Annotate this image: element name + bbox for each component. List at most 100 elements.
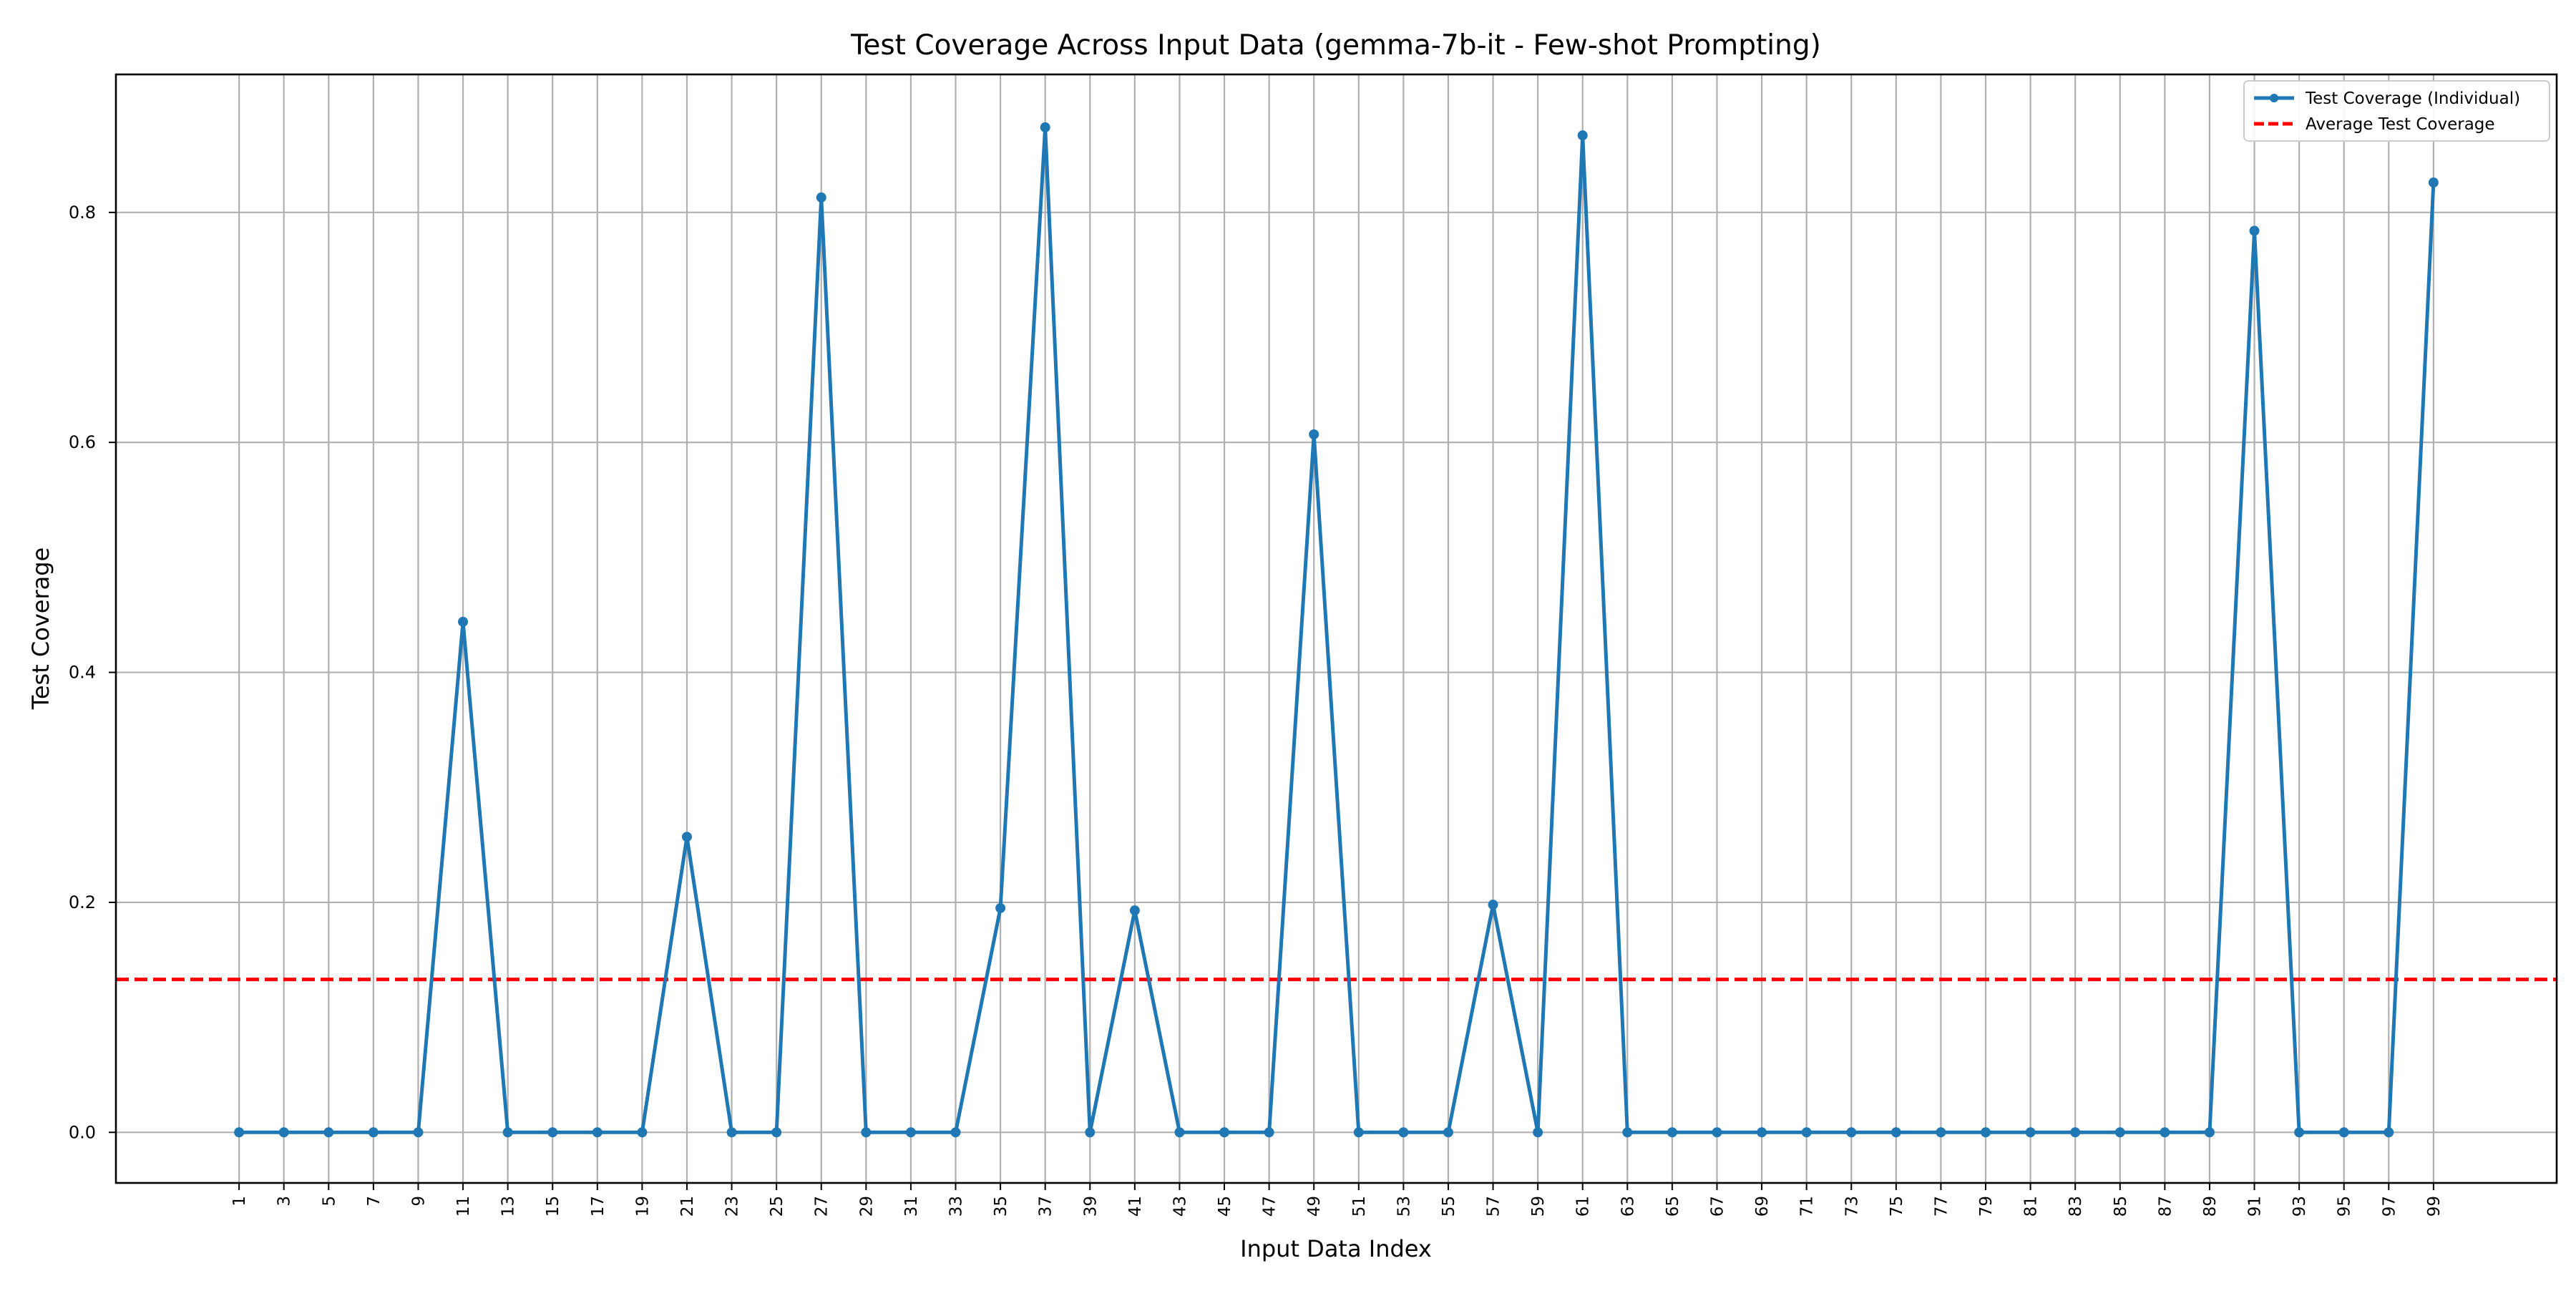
data-point (905, 1127, 916, 1138)
data-point (2249, 225, 2260, 236)
x-tick-label: 17 (589, 1196, 608, 1217)
x-axis-ticks: 1 3 5 7 9 11 13 15 17 19 21 23 25 27 29 31 33 35 37 39 41 43 4… (230, 1183, 2444, 1217)
x-tick-label: 95 (2336, 1196, 2354, 1217)
x-tick-label: 91 (2246, 1196, 2265, 1217)
data-point (681, 832, 692, 842)
x-tick-label: 59 (1529, 1196, 1548, 1217)
data-point (592, 1127, 602, 1138)
y-tick-label: 0.4 (69, 663, 96, 683)
data-point (2294, 1127, 2305, 1138)
data-point (2384, 1127, 2394, 1138)
grid (116, 74, 2557, 1183)
data-point (1846, 1127, 1857, 1138)
x-tick-label: 87 (2156, 1196, 2175, 1217)
data-point (1129, 905, 1140, 916)
data-point (1936, 1127, 1946, 1138)
data-point (1533, 1127, 1543, 1138)
data-point (2160, 1127, 2170, 1138)
x-tick-label: 49 (1305, 1196, 1324, 1217)
data-point (1488, 900, 1498, 910)
x-tick-label: 45 (1216, 1196, 1234, 1217)
x-tick-label: 15 (544, 1196, 562, 1217)
x-tick-label: 71 (1798, 1196, 1817, 1217)
legend-box (2243, 80, 2550, 142)
x-tick-label: 41 (1126, 1196, 1145, 1217)
chart-title: Test Coverage Across Input Data (gemma-7… (850, 29, 1821, 62)
x-tick-label: 65 (1664, 1196, 1682, 1217)
x-tick-label: 13 (499, 1196, 518, 1217)
x-tick-label: 21 (678, 1196, 697, 1217)
data-point (1577, 130, 1588, 141)
x-tick-label: 43 (1171, 1196, 1189, 1217)
x-tick-label: 5 (320, 1196, 338, 1207)
data-point (1309, 429, 1319, 439)
y-axis-label: Test Coverage (27, 547, 54, 711)
data-point (458, 616, 469, 627)
data-point (2025, 1127, 2036, 1138)
x-tick-label: 23 (723, 1196, 742, 1217)
data-point (2114, 1127, 2125, 1138)
x-tick-label: 19 (633, 1196, 652, 1217)
x-tick-label: 29 (857, 1196, 876, 1217)
data-point (502, 1127, 513, 1138)
x-tick-label: 73 (1843, 1196, 1861, 1217)
data-point (1712, 1127, 1722, 1138)
y-tick-label: 0.8 (69, 203, 96, 223)
x-tick-label: 39 (1081, 1196, 1100, 1217)
legend: Test Coverage (Individual) Average Test … (2243, 80, 2550, 142)
x-tick-label: 83 (2067, 1196, 2085, 1217)
x-tick-label: 3 (275, 1196, 294, 1207)
x-tick-label: 89 (2201, 1196, 2220, 1217)
x-tick-label: 11 (454, 1196, 473, 1217)
data-point (995, 902, 1006, 913)
data-point (2070, 1127, 2081, 1138)
data-point (1040, 122, 1050, 132)
data-point (1264, 1127, 1274, 1138)
series-layer (234, 122, 2439, 1138)
data-point (816, 192, 826, 203)
x-tick-label: 33 (947, 1196, 966, 1217)
data-point (2428, 177, 2439, 188)
x-tick-label: 35 (992, 1196, 1010, 1217)
data-point (547, 1127, 558, 1138)
data-point (234, 1127, 245, 1138)
data-point (1085, 1127, 1096, 1138)
data-point (771, 1127, 782, 1138)
data-point (1219, 1127, 1230, 1138)
data-point (1353, 1127, 1364, 1138)
y-tick-label: 0.6 (69, 432, 96, 452)
data-point (726, 1127, 737, 1138)
x-tick-label: 99 (2425, 1196, 2444, 1217)
data-point (1981, 1127, 1991, 1138)
x-tick-label: 37 (1037, 1196, 1055, 1217)
plot-frame (114, 73, 2558, 1184)
x-tick-label: 79 (1977, 1196, 1996, 1217)
legend-marker-test-coverage (2270, 94, 2278, 102)
data-point (1757, 1127, 1767, 1138)
x-tick-label: 69 (1753, 1196, 1772, 1217)
x-tick-label: 7 (365, 1196, 384, 1207)
x-tick-label: 61 (1574, 1196, 1593, 1217)
x-tick-label: 75 (1888, 1196, 1906, 1217)
x-tick-label: 97 (2380, 1196, 2399, 1217)
y-axis-ticks: 0.0 0.2 0.4 0.6 0.8 (69, 203, 116, 1142)
data-point (1622, 1127, 1633, 1138)
data-point (413, 1127, 424, 1138)
x-tick-label: 53 (1395, 1196, 1413, 1217)
x-tick-label: 27 (813, 1196, 831, 1217)
x-tick-label: 51 (1350, 1196, 1369, 1217)
x-tick-label: 77 (1932, 1196, 1951, 1217)
x-tick-label: 81 (2022, 1196, 2041, 1217)
data-point (950, 1127, 961, 1138)
x-tick-label: 31 (902, 1196, 921, 1217)
x-tick-label: 67 (1708, 1196, 1727, 1217)
x-tick-label: 9 (409, 1196, 428, 1207)
x-axis-label: Input Data Index (1240, 1235, 1432, 1262)
data-point (1667, 1127, 1677, 1138)
data-point (861, 1127, 872, 1138)
x-tick-label: 1 (230, 1196, 249, 1207)
data-point (1398, 1127, 1409, 1138)
